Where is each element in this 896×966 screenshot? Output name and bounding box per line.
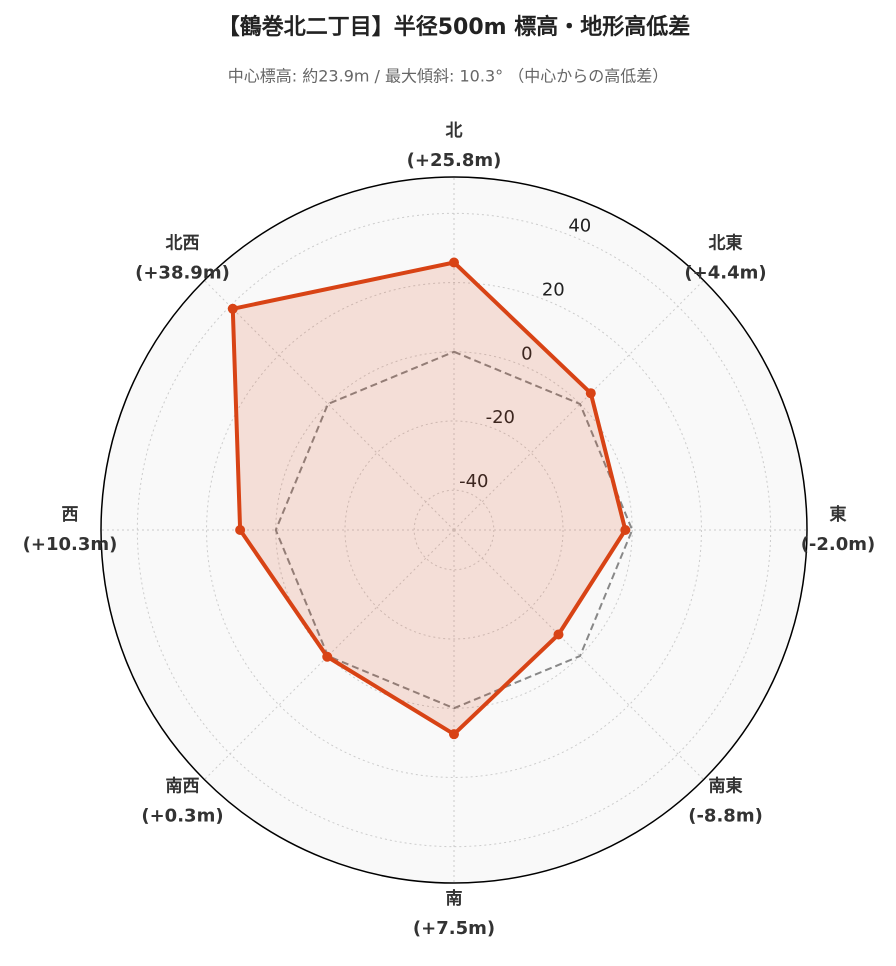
value-label: (+4.4m) [684, 262, 766, 283]
chart-subtitle: 中心標高: 約23.9m / 最大傾斜: 10.3° （中心からの高低差） [228, 67, 668, 86]
point [449, 257, 459, 268]
radial-tick-label: -40 [459, 471, 488, 492]
outer-circle [100, 176, 808, 884]
point [227, 303, 238, 314]
category-label: 南西 [165, 776, 199, 797]
value-label: (+0.3m) [141, 806, 223, 827]
point [585, 388, 596, 399]
baseline [274, 350, 634, 710]
point [322, 651, 333, 662]
value-label: (-2.0m) [801, 534, 876, 555]
grid-circle [344, 420, 564, 640]
point [449, 729, 459, 740]
grid-circle [413, 489, 495, 571]
category-label: 北 [446, 121, 463, 141]
point [553, 629, 564, 640]
value-label: (+10.3m) [23, 534, 118, 555]
radial-tick-label: 0 [521, 343, 532, 364]
spoke [204, 280, 455, 531]
spoke [453, 529, 704, 780]
category-label: 南東 [709, 776, 743, 797]
value-label: (-8.8m) [688, 806, 763, 827]
category-label: 南 [446, 888, 463, 909]
category-label: 東 [830, 504, 847, 525]
value-label: (+7.5m) [413, 918, 495, 939]
category-label: 西 [62, 505, 79, 525]
grid-circle [206, 282, 702, 778]
radial-tick-label: 20 [542, 279, 565, 300]
value-label: (+38.9m) [135, 262, 230, 283]
radial-tick-label: 40 [568, 215, 591, 236]
point [620, 525, 631, 535]
point [235, 525, 246, 535]
grid-circle [275, 351, 633, 709]
category-label: 北東 [709, 232, 743, 253]
radial-tick-label: -20 [486, 407, 515, 428]
category-label: 北西 [165, 233, 199, 253]
spoke [453, 280, 704, 531]
chart-title: 【鶴巻北二丁目】半径500m 標高・地形高低差 [218, 14, 691, 40]
value-label: (+25.8m) [407, 150, 502, 171]
